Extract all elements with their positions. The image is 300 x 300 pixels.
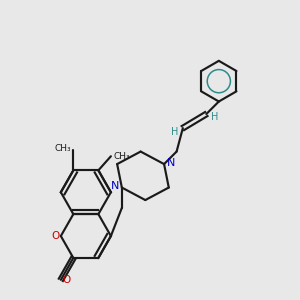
Text: H: H [171,127,179,137]
Text: O: O [62,275,70,285]
Text: H: H [212,112,219,122]
Text: N: N [111,181,119,191]
Text: N: N [167,158,175,167]
Text: CH₃: CH₃ [54,144,71,153]
Text: CH₃: CH₃ [113,152,130,161]
Text: O: O [51,231,59,241]
